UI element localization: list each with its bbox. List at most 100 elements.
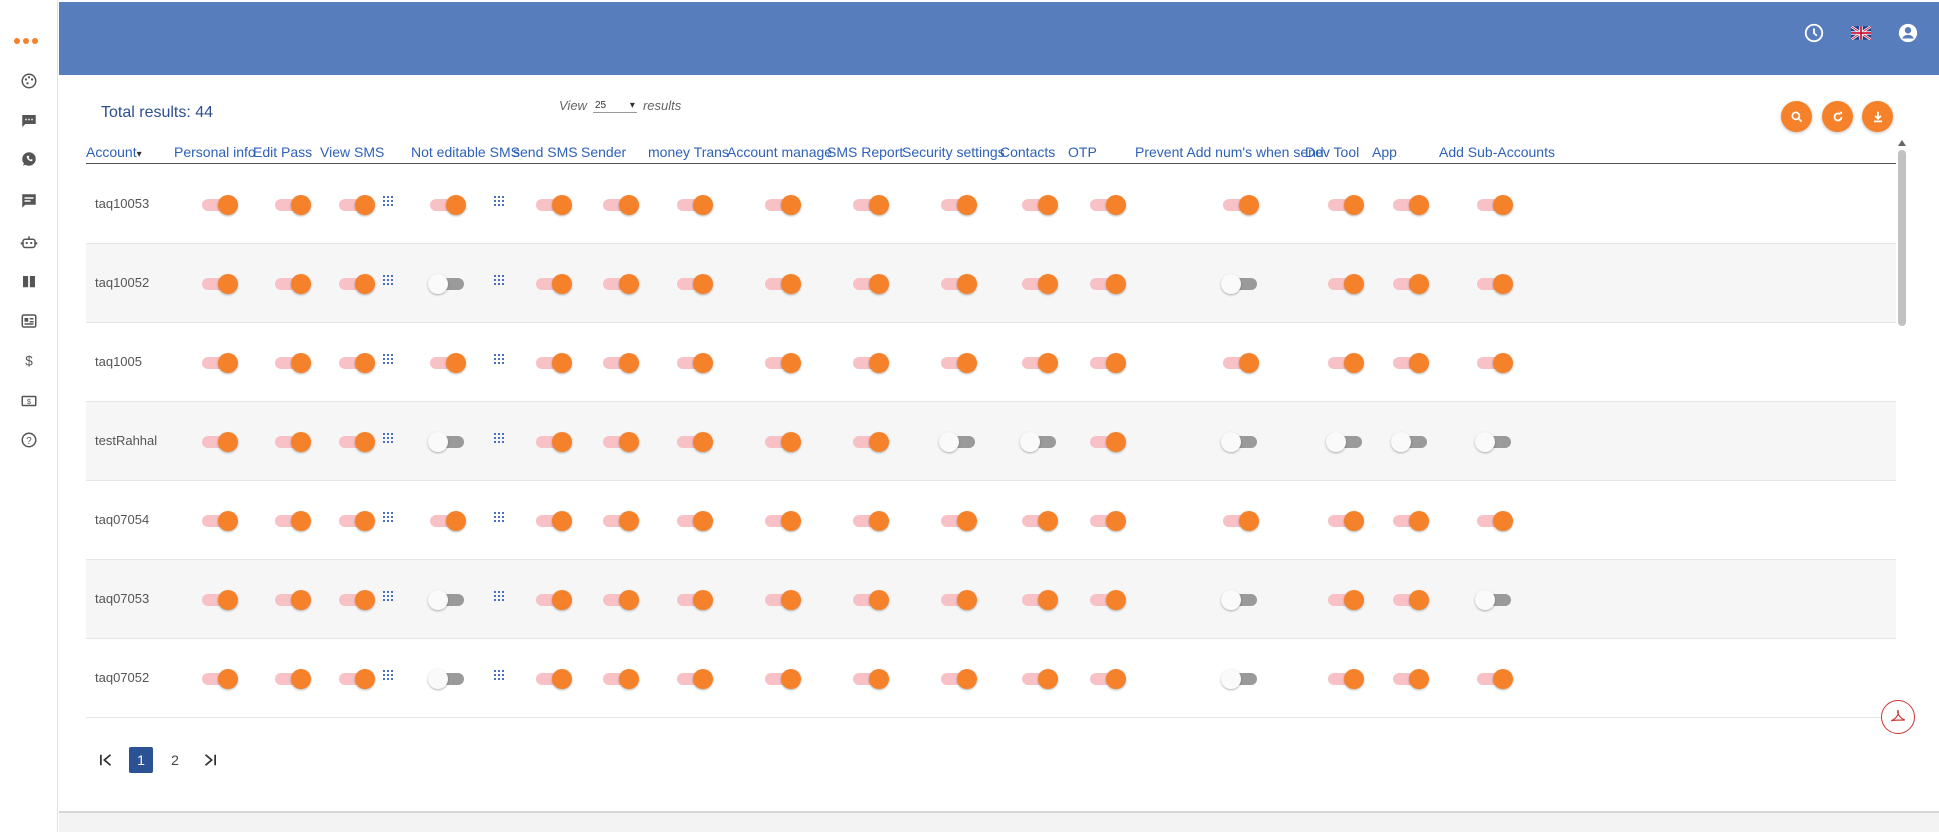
page-1-button[interactable]: 1 — [129, 747, 153, 773]
permission-toggle-prevent-add-num-s-when-send[interactable] — [1221, 668, 1258, 689]
permission-toggle-send-sms[interactable] — [535, 352, 572, 373]
sort-desc-icon[interactable]: ▾ — [136, 149, 142, 160]
page-size-select[interactable]: 25 ▾ — [592, 99, 637, 113]
permission-toggle-sender[interactable] — [602, 273, 639, 294]
column-header-money-trans[interactable]: money Trans — [648, 144, 729, 160]
permission-toggle-view-sms[interactable] — [338, 273, 375, 294]
vertical-scrollbar[interactable] — [1897, 140, 1907, 800]
permission-toggle-otp[interactable] — [1089, 194, 1126, 215]
permission-toggle-prevent-add-num-s-when-send[interactable] — [1221, 431, 1258, 452]
permission-toggle-edit-pass[interactable] — [274, 273, 311, 294]
permission-toggle-not-editable-sms[interactable] — [428, 668, 465, 689]
permission-toggle-add-sub-accounts[interactable] — [1475, 431, 1512, 452]
permission-toggle-money-trans[interactable] — [676, 668, 713, 689]
column-header-view-sms[interactable]: View SMS — [320, 144, 384, 160]
book-icon[interactable] — [20, 273, 38, 291]
permission-toggle-dev-tool[interactable] — [1327, 352, 1364, 373]
permission-toggle-not-editable-sms[interactable] — [428, 273, 465, 294]
permission-toggle-money-trans[interactable] — [676, 431, 713, 452]
permission-toggle-otp[interactable] — [1089, 273, 1126, 294]
permission-toggle-view-sms[interactable] — [338, 431, 375, 452]
permission-toggle-not-editable-sms[interactable] — [428, 431, 465, 452]
permission-toggle-edit-pass[interactable] — [274, 589, 311, 610]
permission-toggle-security-settings[interactable] — [940, 194, 977, 215]
permission-toggle-send-sms[interactable] — [535, 589, 572, 610]
permission-toggle-otp[interactable] — [1089, 352, 1126, 373]
permission-toggle-view-sms[interactable] — [338, 510, 375, 531]
dollar-icon[interactable]: $ — [20, 351, 38, 369]
menu-dots-icon[interactable] — [14, 38, 38, 44]
money-icon[interactable]: $ — [20, 392, 38, 410]
permission-toggle-dev-tool[interactable] — [1327, 194, 1364, 215]
permission-toggle-edit-pass[interactable] — [274, 668, 311, 689]
column-header-prevent-add-num-s-when-send[interactable]: Prevent Add num's when send — [1135, 144, 1324, 160]
permission-toggle-not-editable-sms[interactable] — [429, 352, 466, 373]
permission-toggle-add-sub-accounts[interactable] — [1475, 589, 1512, 610]
permission-toggle-sms-report[interactable] — [852, 510, 889, 531]
column-header-contacts[interactable]: Contacts — [1000, 144, 1055, 160]
permission-toggle-personal-info[interactable] — [201, 668, 238, 689]
permission-toggle-otp[interactable] — [1089, 668, 1126, 689]
permission-toggle-app[interactable] — [1392, 194, 1429, 215]
column-header-account-manage[interactable]: Account manage — [727, 144, 832, 160]
permission-toggle-contacts[interactable] — [1021, 668, 1058, 689]
permission-toggle-security-settings[interactable] — [940, 589, 977, 610]
permission-toggle-edit-pass[interactable] — [274, 510, 311, 531]
permission-toggle-account-manage[interactable] — [764, 510, 801, 531]
permission-toggle-sender[interactable] — [602, 589, 639, 610]
permission-toggle-money-trans[interactable] — [676, 589, 713, 610]
scrollbar-thumb[interactable] — [1898, 150, 1906, 326]
permission-toggle-add-sub-accounts[interactable] — [1476, 273, 1513, 294]
history-icon[interactable] — [1803, 22, 1825, 44]
dialpad-icon[interactable] — [493, 432, 505, 444]
column-header-personal-info[interactable]: Personal info — [174, 144, 256, 160]
permission-toggle-not-editable-sms[interactable] — [428, 589, 465, 610]
permission-toggle-prevent-add-num-s-when-send[interactable] — [1222, 510, 1259, 531]
permission-toggle-contacts[interactable] — [1021, 194, 1058, 215]
dialpad-icon[interactable] — [382, 590, 394, 602]
help-icon[interactable]: ? — [20, 431, 38, 449]
permission-toggle-security-settings[interactable] — [939, 431, 976, 452]
permission-toggle-sms-report[interactable] — [852, 668, 889, 689]
download-button[interactable] — [1862, 101, 1893, 132]
permission-toggle-edit-pass[interactable] — [274, 194, 311, 215]
permission-toggle-personal-info[interactable] — [201, 194, 238, 215]
dialpad-icon[interactable] — [493, 590, 505, 602]
permission-toggle-sms-report[interactable] — [852, 589, 889, 610]
pdf-button[interactable] — [1881, 700, 1915, 734]
permission-toggle-not-editable-sms[interactable] — [429, 510, 466, 531]
permission-toggle-not-editable-sms[interactable] — [429, 194, 466, 215]
permission-toggle-personal-info[interactable] — [201, 273, 238, 294]
permission-toggle-dev-tool[interactable] — [1326, 431, 1363, 452]
permission-toggle-prevent-add-num-s-when-send[interactable] — [1222, 194, 1259, 215]
permission-toggle-view-sms[interactable] — [338, 668, 375, 689]
permission-toggle-sender[interactable] — [602, 431, 639, 452]
permission-toggle-edit-pass[interactable] — [274, 352, 311, 373]
dialpad-icon[interactable] — [493, 511, 505, 523]
permission-toggle-sender[interactable] — [602, 510, 639, 531]
permission-toggle-send-sms[interactable] — [535, 273, 572, 294]
dialpad-icon[interactable] — [382, 511, 394, 523]
permission-toggle-app[interactable] — [1392, 510, 1429, 531]
permission-toggle-account-manage[interactable] — [764, 352, 801, 373]
column-header-app[interactable]: App — [1372, 144, 1397, 160]
message-icon[interactable] — [20, 192, 38, 210]
permission-toggle-send-sms[interactable] — [535, 668, 572, 689]
permission-toggle-sms-report[interactable] — [852, 352, 889, 373]
dialpad-icon[interactable] — [382, 353, 394, 365]
permission-toggle-app[interactable] — [1392, 668, 1429, 689]
permission-toggle-contacts[interactable] — [1021, 510, 1058, 531]
column-header-account[interactable]: Account▾ — [86, 144, 142, 160]
permission-toggle-contacts[interactable] — [1021, 589, 1058, 610]
permission-toggle-security-settings[interactable] — [940, 352, 977, 373]
permission-toggle-dev-tool[interactable] — [1327, 668, 1364, 689]
permission-toggle-personal-info[interactable] — [201, 510, 238, 531]
permission-toggle-add-sub-accounts[interactable] — [1476, 194, 1513, 215]
column-header-send-sms[interactable]: send SMS — [513, 144, 578, 160]
permission-toggle-app[interactable] — [1391, 431, 1428, 452]
permission-toggle-security-settings[interactable] — [940, 273, 977, 294]
permission-toggle-account-manage[interactable] — [764, 194, 801, 215]
permission-toggle-app[interactable] — [1392, 589, 1429, 610]
permission-toggle-contacts[interactable] — [1021, 273, 1058, 294]
scroll-up-icon[interactable] — [1898, 140, 1906, 146]
